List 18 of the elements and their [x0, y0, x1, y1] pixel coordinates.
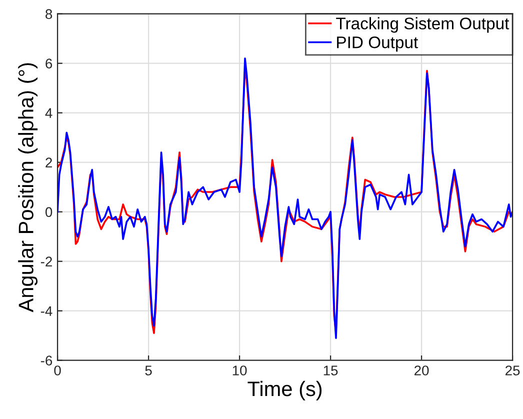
y-tick-label: 4	[45, 108, 52, 118]
y-tick-label: -4	[40, 306, 52, 316]
x-axis-title: Time (s)	[248, 380, 322, 400]
x-tick-label: 10	[232, 366, 247, 376]
x-tick-label: 5	[145, 366, 152, 376]
y-tick-label: 6	[46, 58, 52, 68]
y-tick-label: 2	[46, 158, 52, 168]
x-tick-label: 0	[54, 366, 61, 376]
legend-label: PID Output	[337, 36, 418, 52]
legend-label: Tracking Sistem Output	[336, 17, 510, 33]
y-axis-title: Angular Position (alpha) (°)	[18, 63, 38, 312]
y-tick-label: -2	[40, 256, 52, 266]
x-tick-label: 15	[324, 366, 338, 376]
y-tick-label: -6	[40, 356, 52, 366]
y-tick-label: 8	[46, 9, 52, 19]
y-tick-label: 0	[45, 207, 52, 218]
x-tick-label: 20	[414, 366, 429, 376]
x-tick-label: 25	[506, 366, 520, 376]
